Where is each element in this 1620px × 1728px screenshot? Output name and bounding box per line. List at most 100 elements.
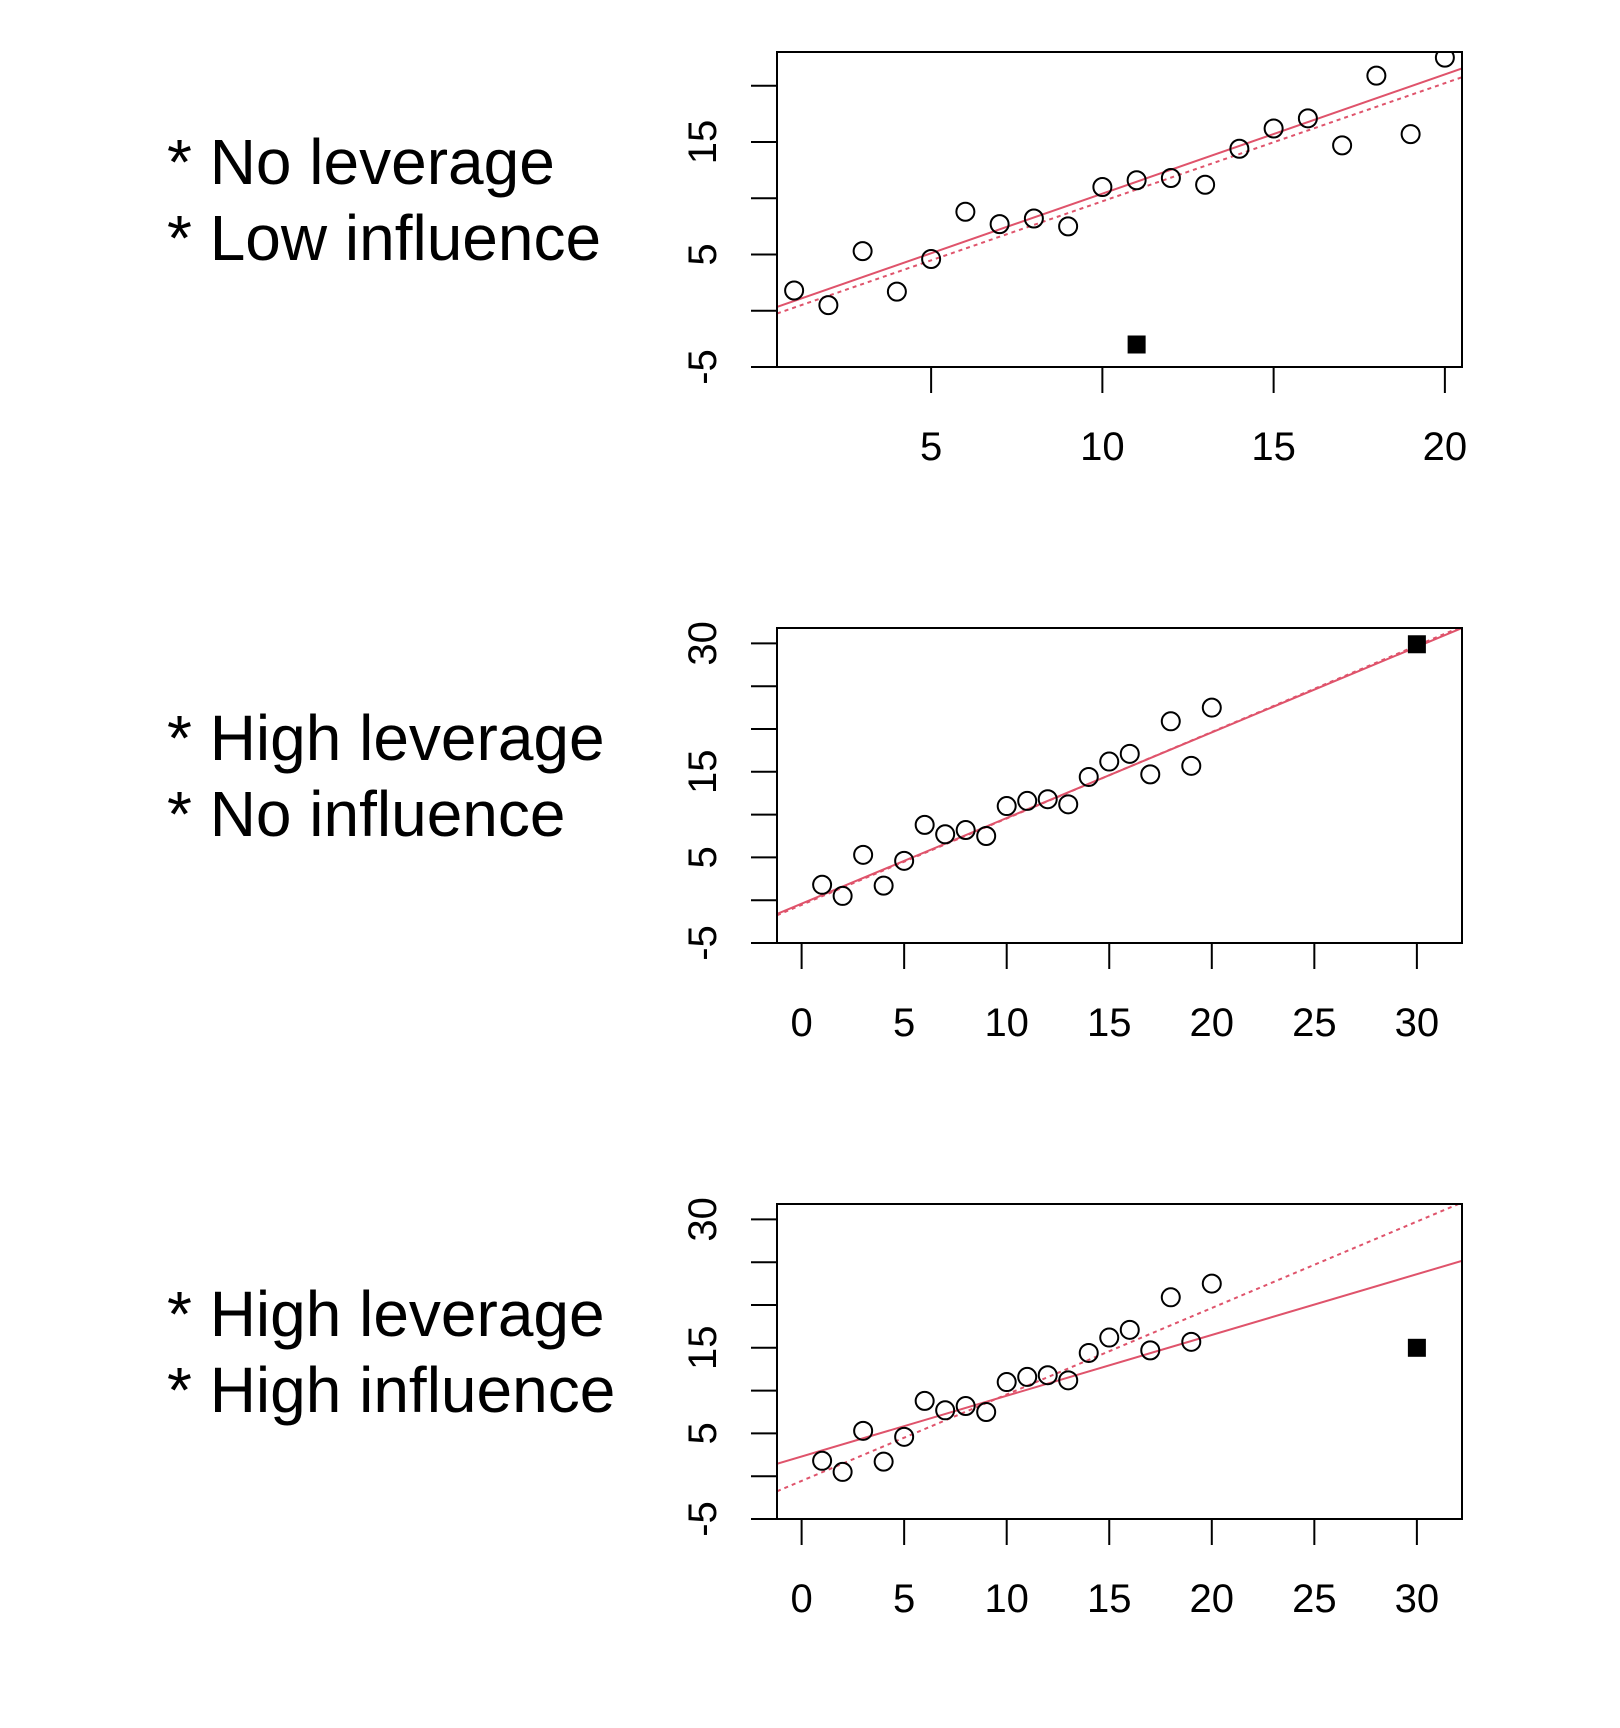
caption: * High leverage * No influence	[167, 700, 605, 852]
caption: * High leverage * High influence	[167, 1276, 615, 1428]
data-point	[935, 1400, 956, 1421]
panel-high-leverage-high-influence: * High leverage * High influence 0 5 10 15 2…	[0, 1152, 1620, 1728]
data-point	[832, 885, 853, 906]
x-tick-label: 0	[790, 1001, 812, 1045]
data-point	[886, 281, 907, 302]
data-point	[1160, 1287, 1181, 1308]
data-point	[784, 280, 805, 301]
x-tick-label: 5	[920, 425, 942, 469]
data-point	[1058, 794, 1079, 815]
data-point	[1078, 766, 1099, 787]
data-point	[1099, 1327, 1120, 1348]
data-point	[1195, 174, 1216, 195]
data-point	[1058, 1370, 1079, 1391]
y-axis: -5 5 15 30	[681, 1197, 778, 1537]
data-point	[1400, 124, 1421, 145]
caption-line-2: * High influence	[167, 1354, 616, 1426]
y-tick-label: -5	[681, 1501, 725, 1537]
x-tick-label: 30	[1395, 1577, 1440, 1621]
highlight-point	[1407, 635, 1426, 654]
data-point	[955, 201, 976, 222]
data-point	[818, 295, 839, 316]
data-point	[1263, 118, 1284, 139]
data-point	[853, 844, 874, 865]
data-point	[955, 1396, 976, 1417]
x-axis: 0 5 10 15 20 25 30	[790, 942, 1440, 1045]
data-point	[1140, 1340, 1161, 1361]
caption-line-1: * High leverage	[167, 702, 605, 774]
fit-line-all-points	[777, 1259, 1462, 1465]
x-tick-label: 25	[1292, 1577, 1337, 1621]
panel-no-leverage: * No leverage * Low influence 5 10 15 20 -5 5…	[0, 0, 1620, 576]
highlight-point	[1127, 335, 1146, 354]
data-point	[1201, 697, 1222, 718]
y-tick-label: 5	[681, 243, 725, 265]
x-tick-label: 20	[1190, 1001, 1235, 1045]
x-axis: 0 5 10 15 20 25 30	[790, 1518, 1440, 1621]
data-point	[894, 850, 915, 871]
data-point	[935, 824, 956, 845]
data-point	[1434, 52, 1455, 68]
y-tick-label: -5	[681, 349, 725, 385]
y-tick-label: 5	[681, 1422, 725, 1444]
data-point	[1078, 1342, 1099, 1363]
y-tick-label: 5	[681, 846, 725, 868]
data-point	[1037, 1365, 1058, 1386]
x-tick-label: 5	[893, 1001, 915, 1045]
data-point	[852, 241, 873, 262]
x-tick-label: 10	[1080, 425, 1125, 469]
y-tick-label: 15	[681, 1326, 725, 1371]
data-point	[1119, 1319, 1140, 1340]
y-tick-label: 30	[681, 621, 725, 666]
x-tick-label: 10	[984, 1001, 1029, 1045]
data-point	[921, 249, 942, 269]
x-tick-label: 5	[893, 1577, 915, 1621]
fit-line-without-highlight	[777, 1204, 1462, 1493]
data-point	[1058, 216, 1079, 237]
x-tick-label: 30	[1395, 1001, 1440, 1045]
y-tick-label: 30	[681, 1197, 725, 1242]
plot-frame	[776, 51, 1463, 368]
plot-frame	[776, 627, 1463, 944]
caption-line-1: * High leverage	[167, 1278, 605, 1350]
data-point	[812, 1450, 833, 1471]
data-point	[1181, 755, 1202, 776]
data-point	[812, 874, 833, 895]
plot-area	[777, 52, 1462, 354]
data-point	[1119, 743, 1140, 764]
caption-line-2: * No influence	[167, 778, 566, 850]
data-point	[1160, 168, 1181, 188]
data-point	[832, 1461, 853, 1482]
data-point	[1092, 177, 1113, 197]
data-point	[1017, 790, 1038, 811]
y-tick-label: 15	[681, 750, 725, 795]
scatter-plot: 5 10 15 20 -5 5 15	[681, 51, 1468, 469]
x-tick-label: 15	[1087, 1001, 1132, 1045]
data-point	[1140, 764, 1161, 785]
plot-area	[777, 628, 1462, 917]
x-tick-label: 0	[790, 1577, 812, 1621]
x-tick-label: 25	[1292, 1001, 1337, 1045]
data-point	[1160, 711, 1181, 732]
data-point	[989, 214, 1010, 235]
x-tick-label: 20	[1423, 425, 1468, 469]
data-point	[955, 820, 976, 841]
data-point	[1332, 135, 1353, 156]
scatter-plot: 0 5 10 15 20 25 30 -5 5 15 30	[681, 1197, 1463, 1621]
caption-line-1: * No leverage	[167, 126, 555, 198]
data-point	[976, 826, 997, 847]
caption-line-2: * Low influence	[167, 202, 602, 274]
data-point	[1229, 138, 1250, 159]
data-point	[1126, 170, 1147, 191]
fit-line-all-points	[777, 67, 1462, 308]
x-axis: 5 10 15 20	[920, 366, 1468, 469]
y-axis: -5 5 15 30	[681, 621, 778, 961]
caption: * No leverage * Low influence	[167, 124, 601, 276]
data-point	[1181, 1331, 1202, 1352]
fit-line-all-points	[777, 628, 1462, 915]
data-point	[914, 1390, 935, 1411]
data-point	[873, 875, 894, 896]
y-axis: -5 5 15	[681, 84, 778, 385]
data-point	[1297, 108, 1318, 129]
panel-high-leverage-no-influence: * High leverage * No influence 0 5 10 15 20 2…	[0, 576, 1620, 1152]
